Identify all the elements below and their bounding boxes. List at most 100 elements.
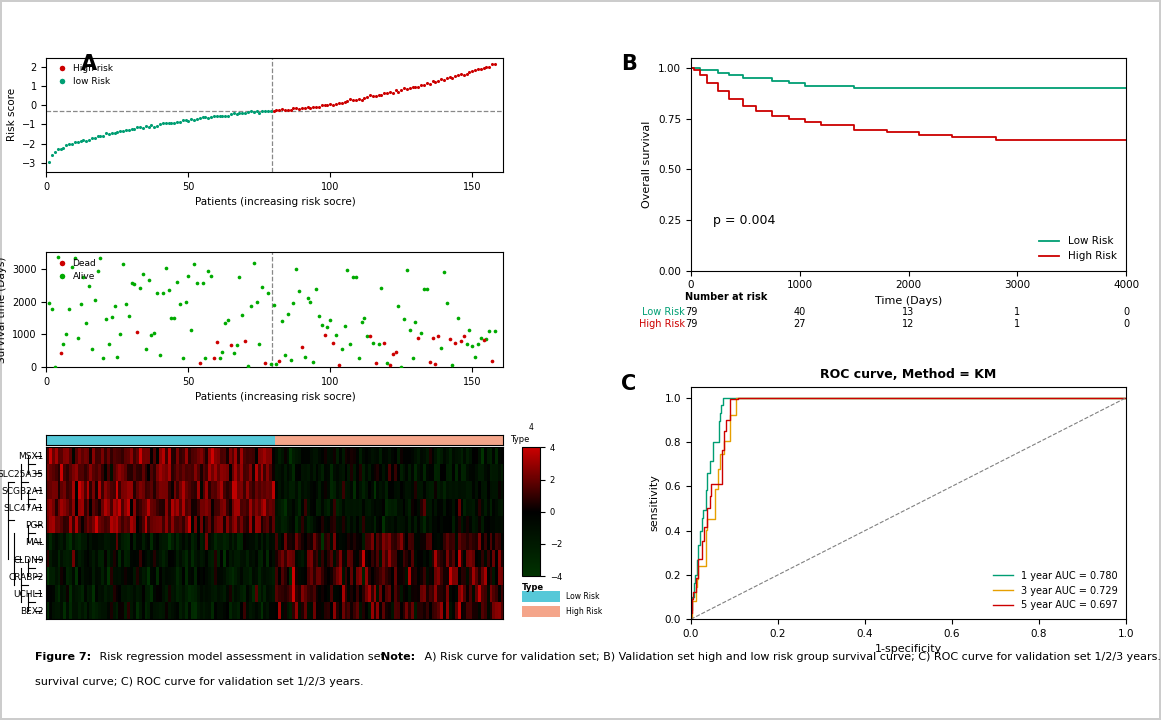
Point <box>267 358 286 369</box>
5 year AUC = 0.697 <box>1005 393 1019 402</box>
Point <box>403 352 421 364</box>
Point <box>188 278 207 289</box>
Legend: Dead, Alive: Dead, Alive <box>51 257 99 283</box>
Point <box>185 114 203 125</box>
Point <box>344 94 362 106</box>
Point <box>420 78 439 89</box>
1 year AUC = 0.780 <box>684 606 698 615</box>
Point <box>74 134 93 145</box>
Point <box>363 338 382 349</box>
Point <box>71 299 89 310</box>
Point <box>265 105 283 117</box>
Point <box>483 58 502 70</box>
Point <box>383 87 402 99</box>
1 year AUC = 0.780 <box>774 393 788 402</box>
Point <box>125 123 144 135</box>
3 year AUC = 0.729 <box>808 393 822 402</box>
Point <box>361 89 380 101</box>
Point <box>485 58 504 70</box>
1 year AUC = 0.780 <box>803 393 817 402</box>
Point <box>128 326 146 338</box>
Point <box>159 284 178 295</box>
Point <box>330 97 348 109</box>
Point <box>401 325 419 336</box>
Point <box>392 361 411 372</box>
5 year AUC = 0.697 <box>803 393 817 402</box>
Point <box>250 338 268 350</box>
Point <box>469 63 488 75</box>
Point <box>196 353 215 364</box>
Point <box>310 310 329 322</box>
Point <box>304 101 323 112</box>
Point <box>304 356 323 368</box>
Point <box>358 91 376 103</box>
Point <box>137 343 156 354</box>
Point <box>199 112 217 124</box>
Point <box>383 348 402 360</box>
3 year AUC = 0.729 <box>748 393 762 402</box>
Point <box>483 355 502 366</box>
5 year AUC = 0.697 <box>715 446 729 455</box>
Text: 79: 79 <box>685 319 697 329</box>
Legend: Low Risk, High Risk: Low Risk, High Risk <box>1034 232 1122 266</box>
Point <box>182 114 201 125</box>
5 year AUC = 0.697 <box>795 393 809 402</box>
Point <box>454 330 473 342</box>
Point <box>51 143 70 155</box>
Point <box>228 339 246 351</box>
5 year AUC = 0.697 <box>697 522 711 531</box>
3 year AUC = 0.729 <box>785 393 799 402</box>
1 year AUC = 0.780 <box>684 615 698 624</box>
Point <box>367 357 385 369</box>
Point <box>74 271 93 283</box>
Point <box>479 60 498 72</box>
Point <box>51 348 70 359</box>
1 year AUC = 0.780 <box>1119 393 1133 402</box>
Legend: High risk, low Risk: High risk, low Risk <box>51 62 115 89</box>
3 year AUC = 0.729 <box>713 449 727 458</box>
Point <box>293 102 311 113</box>
Point <box>185 258 203 269</box>
Point <box>142 120 160 131</box>
Line: 5 year AUC = 0.697: 5 year AUC = 0.697 <box>691 397 1126 619</box>
Point <box>261 358 280 369</box>
Point <box>157 263 175 274</box>
Point <box>341 338 360 350</box>
3 year AUC = 0.729 <box>747 393 760 402</box>
Point <box>60 303 79 315</box>
Point <box>440 71 459 82</box>
3 year AUC = 0.729 <box>814 393 828 402</box>
Point <box>265 299 283 310</box>
Title: ROC curve, Method = KM: ROC curve, Method = KM <box>821 369 996 382</box>
Point <box>387 346 405 358</box>
Point <box>82 132 101 144</box>
Point <box>409 333 427 344</box>
Point <box>466 351 484 362</box>
Point <box>338 95 356 107</box>
Point <box>128 121 146 132</box>
Point <box>261 106 280 117</box>
Point <box>57 139 75 150</box>
5 year AUC = 0.697 <box>705 480 719 488</box>
5 year AUC = 0.697 <box>731 393 745 402</box>
3 year AUC = 0.729 <box>685 602 699 611</box>
Point <box>438 73 456 84</box>
Point <box>381 359 399 371</box>
Point <box>122 277 140 289</box>
Point <box>63 261 81 272</box>
5 year AUC = 0.697 <box>684 615 698 624</box>
5 year AUC = 0.697 <box>694 536 708 545</box>
Point <box>324 99 342 111</box>
1 year AUC = 0.780 <box>793 393 807 402</box>
3 year AUC = 0.729 <box>911 393 925 402</box>
3 year AUC = 0.729 <box>700 515 714 523</box>
Point <box>139 274 158 286</box>
Point <box>214 110 232 122</box>
Point <box>275 349 294 361</box>
Text: A: A <box>81 54 98 74</box>
1 year AUC = 0.780 <box>702 456 716 465</box>
5 year AUC = 0.697 <box>807 393 821 402</box>
Text: Figure 7:: Figure 7: <box>35 652 91 662</box>
Point <box>412 79 431 91</box>
Point <box>222 339 240 351</box>
